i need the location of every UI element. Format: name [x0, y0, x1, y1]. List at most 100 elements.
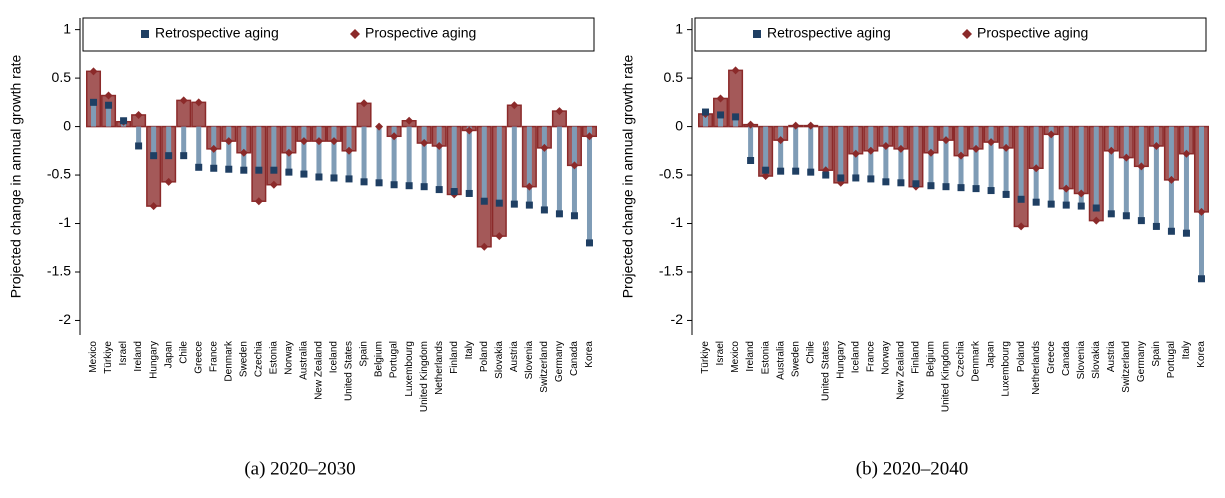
retrospective-bar: [1183, 126, 1189, 234]
x-tick-label: Slovakia: [494, 341, 505, 379]
x-tick-label: Ireland: [745, 341, 756, 372]
y-tick-label: 1: [675, 20, 683, 36]
prospective-marker: [179, 96, 188, 105]
x-tick-label: Poland: [479, 341, 490, 372]
retrospective-marker: [300, 170, 308, 178]
x-tick-label: Switzerland: [539, 341, 550, 393]
retrospective-bar: [406, 126, 412, 186]
x-tick-label: Estonia: [760, 341, 771, 375]
retrospective-marker: [1197, 275, 1205, 283]
retrospective-bar: [331, 126, 337, 178]
prospective-marker: [896, 144, 905, 153]
retrospective-bar: [481, 126, 487, 202]
retrospective-marker: [390, 181, 398, 189]
retrospective-bar: [718, 114, 724, 127]
x-tick-label: Japan: [163, 341, 174, 368]
legend-label: Retrospective aging: [767, 25, 891, 41]
legend-label: Prospective aging: [977, 25, 1088, 41]
retrospective-marker: [732, 113, 740, 121]
retrospective-bar: [496, 126, 502, 204]
x-tick-label: Australia: [299, 341, 310, 380]
y-tick-label: -2: [59, 311, 72, 327]
retrospective-marker: [135, 142, 143, 150]
retrospective-marker: [867, 175, 875, 183]
prospective-marker: [1062, 184, 1071, 193]
retrospective-bar: [421, 126, 427, 187]
retrospective-marker: [1137, 217, 1145, 225]
prospective-marker: [987, 138, 996, 147]
prospective-marker: [209, 144, 218, 153]
x-tick-label: Canada: [1061, 341, 1072, 376]
retrospective-bar: [91, 102, 97, 127]
x-tick-label: France: [865, 341, 876, 373]
prospective-marker: [375, 122, 384, 131]
retrospective-bar: [376, 126, 382, 183]
retrospective-marker: [405, 182, 413, 190]
retrospective-marker: [747, 157, 755, 165]
x-tick-label: Israel: [118, 341, 129, 365]
retrospective-bar: [571, 126, 577, 216]
retrospective-marker: [1062, 201, 1070, 209]
retrospective-bar: [838, 126, 844, 178]
retrospective-marker: [510, 200, 518, 208]
prospective-marker: [972, 144, 981, 153]
prospective-marker: [1047, 130, 1056, 139]
prospective-marker: [149, 202, 158, 211]
retrospective-marker: [180, 152, 188, 160]
prospective-marker: [480, 242, 489, 251]
retrospective-marker: [1167, 227, 1175, 235]
retrospective-marker: [1032, 198, 1040, 206]
prospective-marker: [1197, 207, 1206, 216]
retrospective-marker: [555, 210, 563, 218]
x-tick-label: Luxembourg: [404, 341, 415, 397]
x-tick-label: Japan: [986, 341, 997, 368]
retrospective-marker: [762, 166, 770, 174]
x-tick-label: Portugal: [389, 341, 400, 378]
caption: (a) 2020–2030: [244, 458, 355, 479]
retrospective-bar: [943, 126, 949, 187]
retrospective-marker: [1047, 200, 1055, 208]
x-tick-label: Israel: [715, 341, 726, 365]
retrospective-marker: [465, 189, 473, 197]
prospective-marker: [164, 177, 173, 186]
retrospective-bar: [196, 126, 202, 168]
prospective-marker: [254, 197, 263, 206]
retrospective-bar: [793, 126, 799, 172]
x-tick-label: Poland: [1016, 341, 1027, 372]
x-tick-label: Korea: [1196, 341, 1207, 368]
x-tick-label: United Kingdom: [419, 341, 430, 412]
x-tick-label: Hungary: [835, 341, 846, 379]
retrospective-marker: [210, 164, 218, 172]
retrospective-marker: [882, 178, 890, 186]
x-tick-label: Iceland: [850, 341, 861, 373]
retrospective-bar: [1048, 126, 1054, 205]
retrospective-marker: [120, 117, 128, 125]
prospective-marker: [941, 136, 950, 145]
x-tick-label: France: [208, 341, 219, 373]
retrospective-bar: [361, 126, 367, 182]
x-tick-label: Italy: [1181, 341, 1192, 359]
x-tick-label: Korea: [584, 341, 595, 368]
legend-marker: [753, 30, 761, 38]
retrospective-bar: [436, 126, 442, 190]
retrospective-bar: [151, 126, 157, 156]
x-tick-label: Türkiye: [103, 341, 114, 374]
legend-marker: [962, 29, 972, 39]
x-tick-label: Germany: [554, 341, 565, 382]
x-tick-label: Austria: [509, 341, 520, 373]
y-tick-label: -1.5: [47, 263, 71, 279]
panel: -2 -1.5 -1 -0.5 0 0.5 1 Projected change in ann…: [8, 17, 597, 479]
prospective-marker: [585, 132, 594, 141]
retrospective-marker: [1017, 195, 1025, 203]
y-tick-label: 0: [63, 117, 71, 133]
retrospective-marker: [807, 168, 815, 176]
prospective-marker: [555, 107, 564, 116]
x-tick-label: Switzerland: [1121, 341, 1132, 393]
retrospective-marker: [1182, 229, 1190, 237]
retrospective-marker: [540, 206, 548, 214]
x-tick-label: United States: [344, 341, 355, 401]
retrospective-bar: [1123, 126, 1129, 216]
x-tick-label: Hungary: [148, 341, 159, 379]
x-tick-label: Portugal: [1166, 341, 1177, 378]
retrospective-bar: [526, 126, 532, 206]
